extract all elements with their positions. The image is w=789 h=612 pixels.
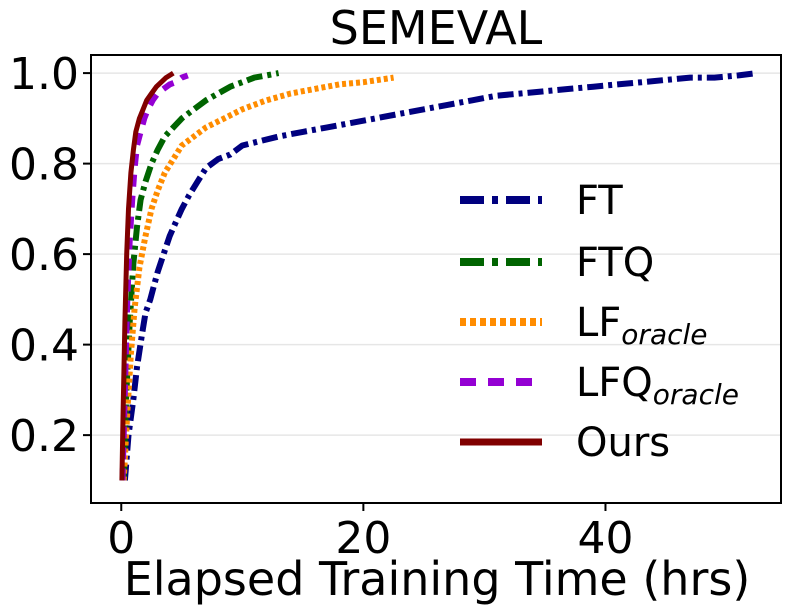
y-tick-label: 0.2 [9,411,79,462]
y-tick-label: 0.4 [9,321,79,372]
chart-title: SEMEVAL [330,1,543,55]
plot-frame [90,54,782,504]
series-line-lforacle [120,74,395,481]
legend-label-lforacle: LForacle [576,300,708,351]
series-lines [119,70,758,481]
series-line-ours [119,70,175,481]
series-line-ft [121,70,758,481]
x-tick-label: 0 [107,513,135,564]
legend-label-lfqoracle: LFQoracle [576,360,739,411]
y-tick-label: 0.6 [9,230,79,281]
y-tick-label: 1.0 [9,49,79,100]
x-axis: 0 20 40 [107,503,633,564]
x-tick-label: 40 [577,513,633,564]
legend-label-ft: FT [576,178,623,224]
legend: FT FTQ LForacle LFQoracle Ours [460,178,739,466]
legend-label-ftq: FTQ [576,240,654,286]
legend-label-ours: Ours [576,420,670,466]
x-tick-label: 20 [335,513,391,564]
y-tick-label: 0.8 [9,140,79,191]
gridlines [91,72,781,436]
y-axis: 0.2 0.4 0.6 0.8 1.0 [9,49,91,462]
series-line-ftq [120,70,280,481]
x-axis-label: Elapsed Training Time (hrs) [124,552,751,606]
